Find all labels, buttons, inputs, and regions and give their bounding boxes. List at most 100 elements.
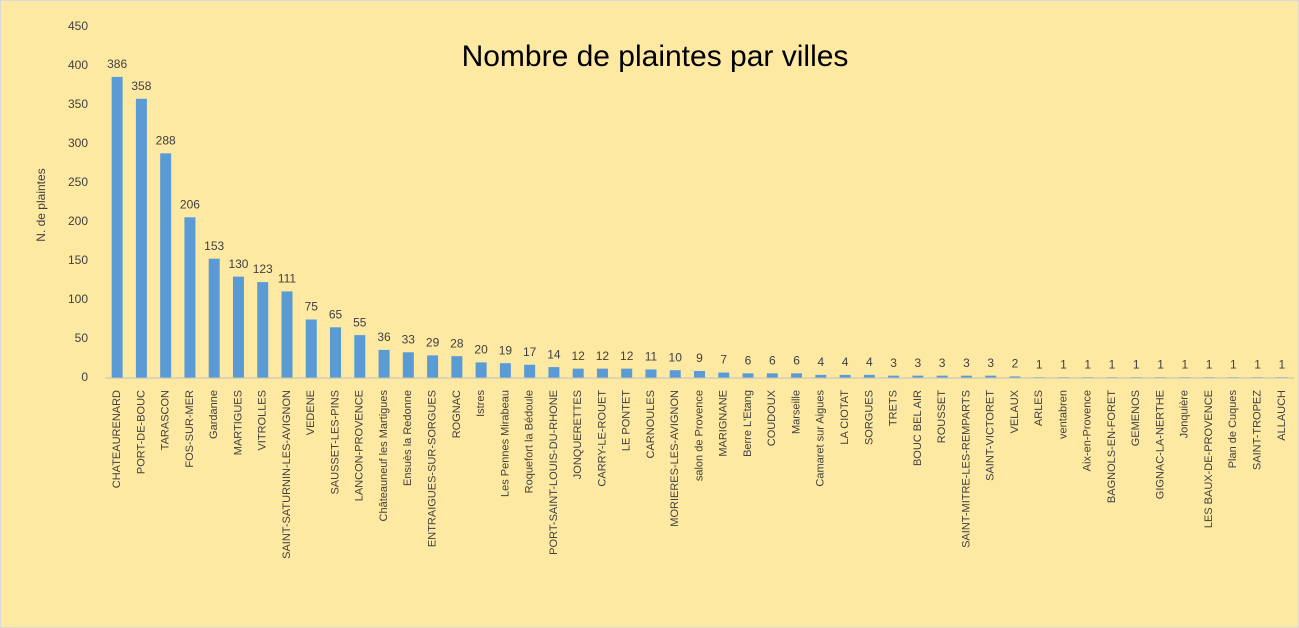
- bar: [985, 375, 997, 378]
- y-tick-label: 450: [68, 19, 88, 33]
- y-tick-label: 350: [68, 97, 88, 111]
- bar: [305, 319, 317, 378]
- value-label: 1: [1036, 357, 1043, 371]
- value-label: 36: [377, 330, 391, 344]
- value-label: 65: [329, 307, 343, 321]
- bar: [839, 374, 851, 378]
- value-label: 288: [156, 134, 176, 148]
- x-tick-label: JONQUERETTES: [572, 390, 584, 479]
- value-label: 4: [817, 355, 824, 369]
- value-label: 14: [547, 347, 561, 361]
- value-label: 1: [1060, 357, 1067, 371]
- bar: [427, 355, 439, 378]
- x-tick-label: ROUSSET: [936, 390, 948, 443]
- bar: [960, 375, 972, 378]
- x-tick-label: salon de Provence: [693, 390, 705, 481]
- x-tick-label: VITROLLES: [257, 390, 269, 451]
- x-tick-label: Aix-en-Provence: [1082, 390, 1094, 471]
- bar: [499, 363, 511, 378]
- x-tick-label: LE PONTET: [621, 390, 633, 451]
- value-label: 28: [450, 336, 464, 350]
- bar: [815, 374, 827, 378]
- bar: [548, 367, 560, 378]
- value-label: 3: [915, 356, 922, 370]
- value-label: 55: [353, 315, 367, 329]
- x-tick-label: PORT-SAINT-LOUIS-DU-RHONE: [548, 390, 560, 555]
- bar: [791, 373, 803, 378]
- value-label: 12: [596, 349, 610, 363]
- x-tick-label: FOS-SUR-MER: [184, 390, 196, 468]
- value-label: 1: [1254, 357, 1261, 371]
- y-tick-label: 0: [81, 370, 88, 384]
- bar: [160, 153, 172, 378]
- bar: [281, 291, 293, 378]
- y-tick-label: 400: [68, 58, 88, 72]
- x-tick-label: SORGUES: [863, 390, 875, 445]
- value-label: 386: [107, 57, 127, 71]
- value-label: 19: [499, 343, 513, 357]
- x-tick-label: LA CIOTAT: [839, 390, 851, 445]
- bar: [669, 370, 681, 378]
- value-label: 33: [402, 332, 416, 346]
- y-tick-label: 50: [75, 331, 89, 345]
- value-label: 12: [620, 349, 634, 363]
- x-tick-label: MARIGNANE: [718, 390, 730, 457]
- bar: [378, 349, 390, 378]
- x-tick-label: ARLES: [1033, 390, 1045, 426]
- value-label: 1: [1084, 357, 1091, 371]
- value-label: 3: [987, 356, 994, 370]
- bar: [184, 217, 196, 378]
- bar: [524, 364, 536, 378]
- y-tick-label: 250: [68, 175, 88, 189]
- x-tick-label: GIGNAC-LA-NERTHE: [1154, 390, 1166, 499]
- bar: [718, 372, 730, 378]
- bar: [1009, 376, 1021, 378]
- x-tick-label: BOUC BEL AIR: [912, 390, 924, 466]
- value-label: 17: [523, 345, 537, 359]
- bar: [232, 276, 244, 378]
- y-tick-label: 150: [68, 253, 88, 267]
- bar: [645, 369, 657, 378]
- value-label: 11: [645, 350, 658, 364]
- x-tick-label: TARASCON: [160, 390, 172, 450]
- x-tick-label: Istres: [475, 390, 487, 417]
- value-label: 123: [253, 262, 273, 276]
- x-tick-label: SAINT-SATURNIN-LES-AVIGNON: [281, 390, 293, 559]
- bar: [863, 374, 875, 378]
- x-tick-label: CARNOULES: [645, 390, 657, 458]
- bar: [330, 327, 342, 378]
- value-label: 4: [842, 355, 849, 369]
- bar: [208, 258, 220, 378]
- x-tick-label: ROGNAC: [451, 390, 463, 438]
- value-label: 6: [769, 353, 776, 367]
- value-label: 3: [939, 356, 946, 370]
- x-tick-label: Plan de Cuques: [1227, 390, 1239, 469]
- bar: [742, 373, 754, 378]
- x-tick-label: Marseille: [790, 390, 802, 434]
- bar: [111, 76, 123, 379]
- value-label: 1: [1181, 357, 1188, 371]
- y-axis-label: N. de plaintes: [34, 168, 48, 241]
- value-label: 111: [278, 272, 297, 286]
- x-tick-label: ventabren: [1057, 390, 1069, 439]
- value-label: 3: [963, 356, 970, 370]
- value-label: 1: [1109, 357, 1116, 371]
- bar: [572, 368, 584, 378]
- bar: [475, 362, 487, 378]
- x-tick-label: COUDOUX: [766, 389, 778, 446]
- x-tick-label: SAINT-VICTORET: [985, 390, 997, 481]
- x-tick-label: BAGNOLS-EN-FORET: [1106, 390, 1118, 503]
- value-label: 1: [1157, 357, 1164, 371]
- x-tick-label: ALLAUCH: [1276, 390, 1288, 441]
- value-label: 358: [131, 79, 151, 93]
- x-tick-label: Les Pennes Mirabeau: [499, 390, 511, 497]
- value-label: 3: [890, 356, 897, 370]
- value-label: 29: [426, 336, 440, 350]
- x-tick-label: VELAUX: [1009, 389, 1021, 433]
- x-tick-label: ENTRAIGUES-SUR-SORGUES: [426, 390, 438, 547]
- x-tick-label: VEDENE: [305, 390, 317, 435]
- value-label: 1: [1230, 357, 1237, 371]
- value-label: 1: [1133, 357, 1140, 371]
- y-tick-label: 300: [68, 136, 88, 150]
- bar: [135, 98, 147, 378]
